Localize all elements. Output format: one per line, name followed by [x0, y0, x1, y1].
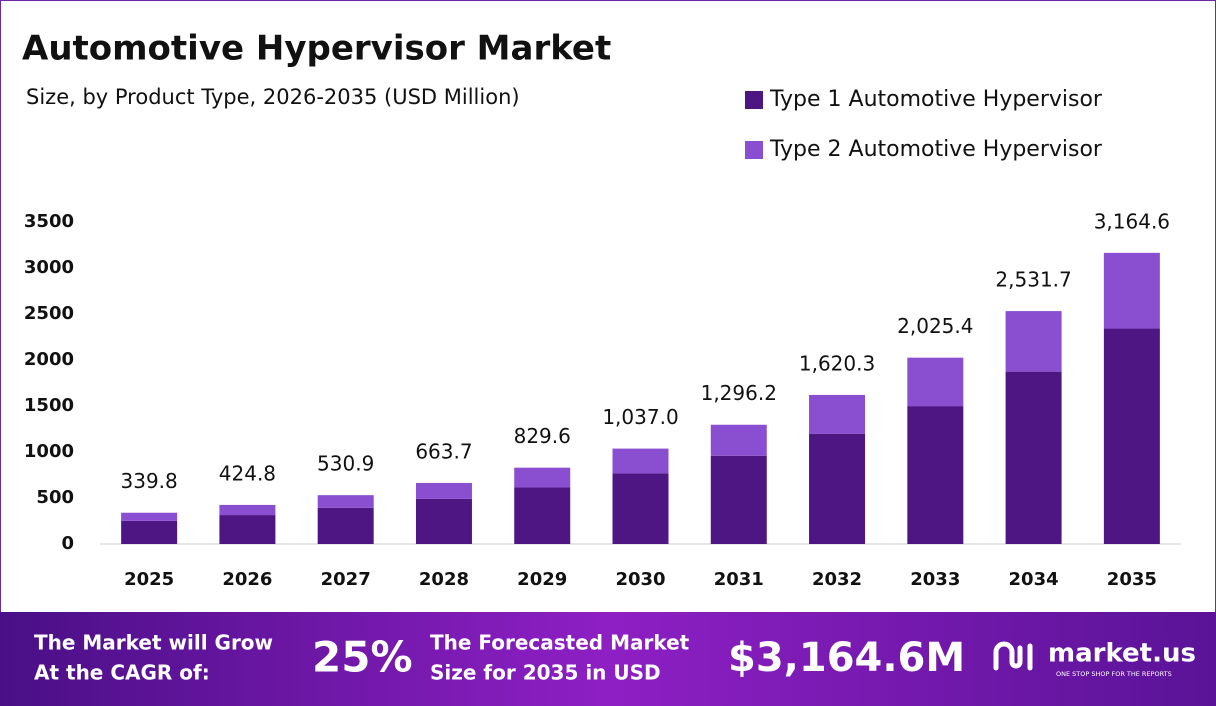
bar-segment: [710, 424, 767, 456]
bar-segment: [514, 467, 571, 488]
bar-segment: [514, 487, 571, 544]
brand-name: market.us: [1048, 639, 1196, 669]
legend-label: Type 2 Automotive Hypervisor: [769, 137, 1103, 162]
bar-segment: [907, 357, 964, 407]
x-tick-label: 2025: [124, 569, 174, 590]
x-tick-label: 2027: [321, 569, 371, 590]
cagr-text: The Market will Grow: [34, 631, 273, 655]
total-label: 3,164.6: [1094, 209, 1170, 233]
x-tick-label: 2031: [714, 569, 764, 590]
total-label: 530.9: [317, 452, 374, 476]
chart-subtitle: Size, by Product Type, 2026-2035 (USD Mi…: [26, 85, 520, 109]
bar-segment: [317, 495, 374, 508]
x-tick-label: 2026: [222, 569, 272, 590]
y-tick-label: 0: [61, 533, 74, 554]
bar-segment: [1005, 371, 1062, 544]
x-tick-label: 2032: [812, 569, 862, 590]
x-tick-label: 2034: [1009, 569, 1059, 590]
total-label: 424.8: [219, 461, 276, 485]
x-tick-label: 2028: [419, 569, 469, 590]
x-tick-label: 2030: [615, 569, 665, 590]
cagr-text: At the CAGR of:: [34, 661, 210, 685]
bar-segment: [710, 455, 767, 544]
bar-segment: [415, 498, 472, 544]
bar-segment: [121, 512, 178, 521]
bar-segment: [612, 473, 669, 544]
total-label: 2,531.7: [995, 268, 1071, 292]
total-label: 339.8: [121, 469, 178, 493]
chart-title: Automotive Hypervisor Market: [22, 29, 611, 69]
x-tick-label: 2035: [1107, 569, 1157, 590]
bar-segment: [612, 448, 669, 474]
legend-label: Type 1 Automotive Hypervisor: [769, 87, 1103, 112]
legend-swatch: [745, 141, 763, 159]
y-tick-label: 1500: [24, 395, 74, 416]
forecast-text: The Forecasted Market: [430, 631, 690, 655]
bar-segment: [1005, 311, 1062, 372]
bar-segment: [317, 507, 374, 544]
brand-tagline: ONE STOP SHOP FOR THE REPORTS: [1056, 670, 1172, 678]
total-label: 829.6: [514, 424, 571, 448]
y-tick-label: 3500: [24, 211, 74, 232]
y-tick-label: 2500: [24, 303, 74, 324]
y-tick-label: 3000: [24, 257, 74, 278]
bar-segment: [121, 520, 178, 544]
x-tick-label: 2033: [910, 569, 960, 590]
bar-segment: [1103, 252, 1160, 329]
bar-segment: [809, 394, 866, 434]
bar-segment: [415, 482, 472, 499]
total-label: 1,037.0: [602, 405, 678, 429]
y-tick-label: 2000: [24, 349, 74, 370]
footer-band: [0, 612, 1216, 706]
cagr-value: 25%: [312, 633, 413, 682]
bar-segment: [907, 406, 964, 544]
forecast-text: Size for 2035 in USD: [430, 661, 661, 685]
y-tick-label: 1000: [24, 441, 74, 462]
total-label: 2,025.4: [897, 314, 973, 338]
legend-swatch: [745, 91, 763, 109]
bar-segment: [1103, 328, 1160, 544]
forecast-value: $3,164.6M: [728, 635, 965, 681]
brand-logo: [993, 641, 1033, 671]
total-label: 1,620.3: [799, 351, 875, 375]
y-tick-label: 500: [36, 487, 74, 508]
total-label: 663.7: [415, 439, 472, 463]
bar-segment: [219, 515, 276, 544]
total-label: 1,296.2: [701, 381, 777, 405]
bar-segment: [219, 504, 276, 516]
bar-segment: [809, 433, 866, 544]
x-tick-label: 2029: [517, 569, 567, 590]
